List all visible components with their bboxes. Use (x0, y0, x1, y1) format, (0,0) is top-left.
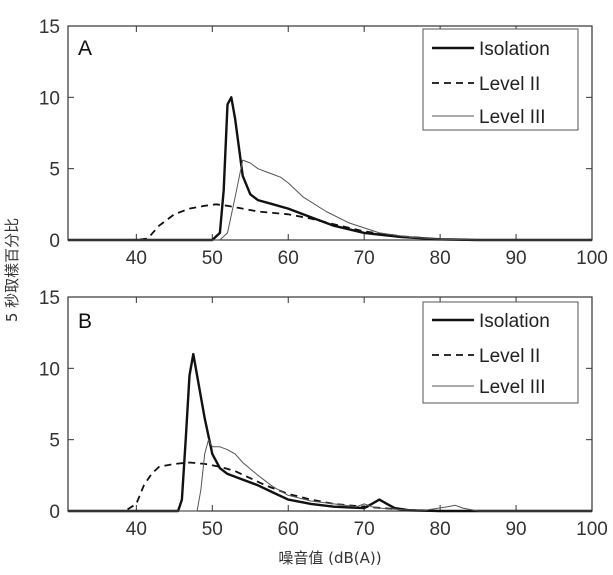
panel-a: 0 5 10 15 40 50 60 70 80 90 100 A Isolation Level… (39, 17, 608, 269)
panel-b-x-tick-label-70: 70 (354, 519, 375, 540)
panel-a-x-ticks: 40 50 60 70 80 90 100 (126, 26, 608, 269)
panel-b-y-ticks: 0 5 10 15 (39, 288, 592, 523)
legend-b-label-isolation: Isolation (479, 311, 550, 332)
panel-a-legend-box (422, 28, 579, 131)
panel-a-series-line-level-iii (68, 159, 592, 241)
panel-b-series-line-level-iii (68, 439, 592, 512)
legend-a-label-isolation: Isolation (479, 39, 550, 60)
legend-a-label-level-iii: Level III (479, 107, 546, 128)
panel-b-x-tick-label-80: 80 (430, 519, 451, 540)
panel-b-y-tick-label-5: 5 (49, 431, 60, 452)
panel-b-x-tick-label-60: 60 (278, 519, 299, 540)
legend-b-label-level-iii: Level III (479, 377, 546, 398)
panel-a-y-tick-label-5: 5 (49, 160, 60, 181)
x-axis-title: 噪音值 (dB(A)) (278, 549, 381, 567)
panel-b-x-ticks: 40 50 60 70 80 90 100 (126, 297, 608, 540)
panel-a-x-tick-label-80: 80 (430, 248, 451, 269)
y-axis-title: 5 秒取樣百分比 (3, 218, 21, 322)
panel-b-series-line-level-ii (68, 461, 592, 512)
panel-a-x-tick-label-100: 100 (576, 248, 608, 269)
panel-a-x-tick-label-90: 90 (505, 248, 526, 269)
panel-b-y-tick-label-15: 15 (39, 288, 60, 309)
panel-a-y-tick-label-0: 0 (49, 231, 60, 252)
panel-b-y-tick-label-0: 0 (49, 502, 60, 523)
panel-a-series (68, 96, 592, 242)
panel-b-x-tick-label-50: 50 (202, 519, 223, 540)
panel-b-series (68, 352, 592, 513)
panel-a-y-tick-label-15: 15 (39, 17, 60, 38)
panel-a-x-tick-label-40: 40 (126, 248, 147, 269)
legend-b-label-level-ii: Level II (479, 346, 540, 367)
panel-b: 0 5 10 15 40 50 60 70 80 90 100 B Isolation Level… (39, 288, 608, 540)
panel-a-y-tick-label-10: 10 (39, 88, 60, 109)
panel-a-x-tick-label-70: 70 (354, 248, 375, 269)
panel-b-letter: B (78, 310, 92, 333)
panel-b-series-line-isolation (68, 352, 592, 513)
panel-b-x-tick-label-100: 100 (576, 519, 608, 540)
panel-a-legend: Isolation Level II Level III (422, 28, 579, 131)
panel-a-x-tick-label-60: 60 (278, 248, 299, 269)
panel-b-x-tick-label-40: 40 (126, 519, 147, 540)
panel-b-y-tick-label-10: 10 (39, 359, 60, 380)
legend-a-label-level-ii: Level II (479, 74, 540, 95)
panel-b-legend: Isolation Level II Level III (422, 301, 579, 404)
panel-b-x-tick-label-90: 90 (505, 519, 526, 540)
panel-a-letter: A (78, 37, 92, 60)
panel-a-x-tick-label-50: 50 (202, 248, 223, 269)
